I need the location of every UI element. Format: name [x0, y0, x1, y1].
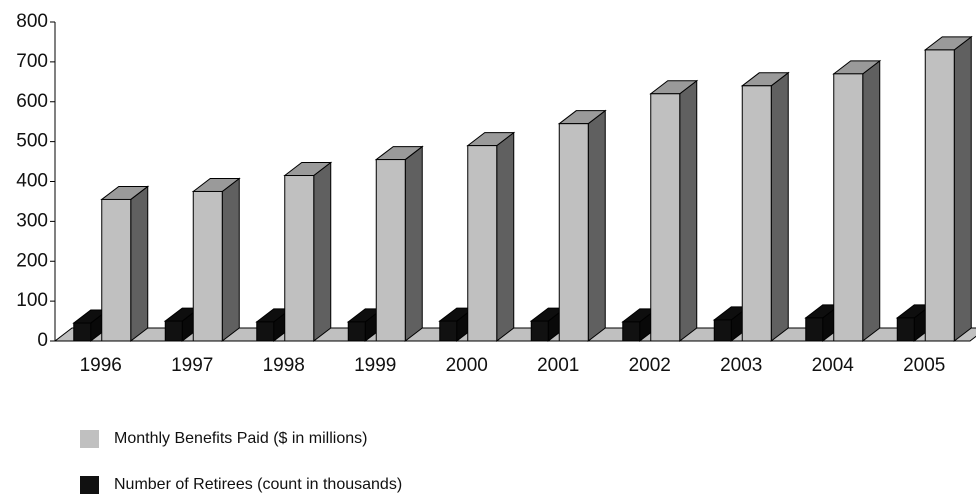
x-tick-label: 2002 [629, 355, 671, 376]
bar-side [587, 109, 606, 343]
bar [713, 319, 732, 342]
bar [73, 322, 92, 342]
legend-label: Number of Retirees (count in thousands) [114, 476, 402, 493]
bar-side [679, 79, 698, 343]
y-tick-label: 500 [16, 131, 48, 152]
x-tick-label: 1997 [171, 355, 213, 376]
x-tick-label: 2005 [903, 355, 945, 376]
y-tick-label: 400 [16, 171, 48, 192]
bar [896, 317, 915, 342]
x-tick-label: 2001 [537, 355, 579, 376]
bar [467, 145, 498, 342]
y-tick-label: 800 [16, 11, 48, 32]
x-tick-label: 1996 [80, 355, 122, 376]
legend: Monthly Benefits Paid ($ in millions) Num… [80, 430, 402, 494]
bar-side [953, 35, 972, 343]
bar [347, 321, 366, 342]
bar [622, 321, 641, 342]
y-tick-label: 200 [16, 250, 48, 271]
y-tick-label: 700 [16, 51, 48, 72]
bar-side [404, 145, 423, 343]
bar-side [130, 185, 149, 343]
bar [833, 73, 864, 342]
x-tick-label: 2003 [720, 355, 762, 376]
bar [192, 190, 223, 342]
legend-label: Monthly Benefits Paid ($ in millions) [114, 430, 367, 447]
bar-side [221, 177, 240, 343]
y-tick-label: 600 [16, 91, 48, 112]
bar [805, 317, 824, 342]
y-tick-label: 100 [16, 290, 48, 311]
bar [530, 320, 549, 342]
bar [164, 320, 183, 342]
bar-side [313, 161, 332, 343]
bar [284, 175, 315, 342]
y-tick-label: 0 [37, 330, 48, 351]
legend-swatch [80, 430, 99, 448]
x-tick-label: 2004 [812, 355, 855, 376]
bar [439, 320, 458, 342]
x-tick-label: 2000 [446, 355, 488, 376]
y-tick-label: 300 [16, 210, 48, 231]
bar-side [496, 131, 515, 343]
bar-side [770, 71, 789, 343]
bar [741, 85, 772, 342]
bar [375, 159, 406, 342]
bar [558, 123, 589, 342]
bar [650, 93, 681, 342]
bar [924, 49, 955, 342]
x-tick-label: 1999 [354, 355, 396, 376]
x-tick-label: 1998 [263, 355, 305, 376]
bar-side [862, 59, 881, 343]
bar [256, 321, 275, 342]
bar [101, 198, 132, 342]
legend-swatch [80, 476, 99, 494]
